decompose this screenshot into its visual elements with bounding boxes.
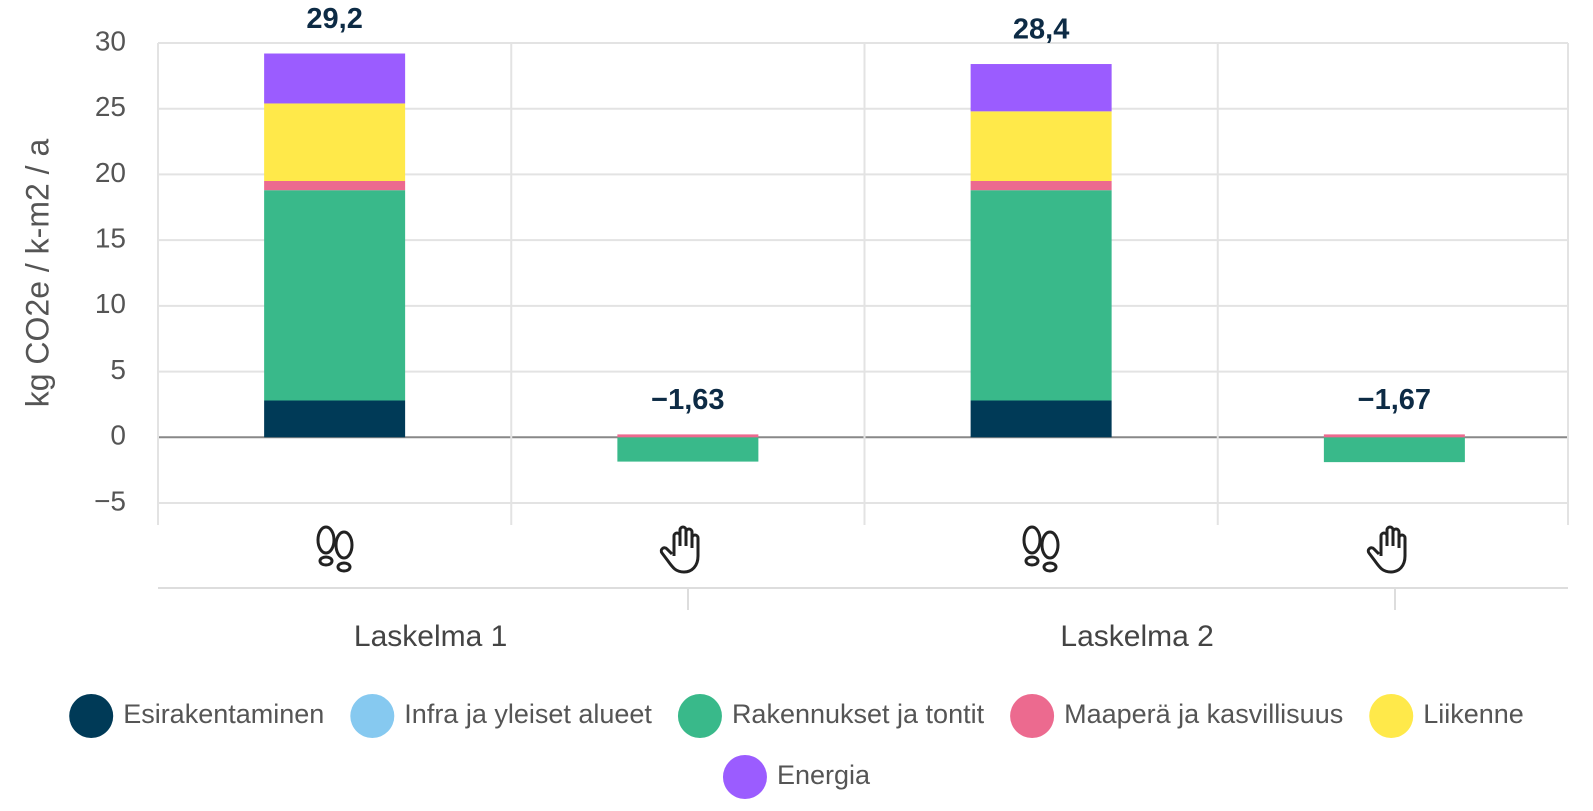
legend-label: Maaperä ja kasvillisuus — [1064, 699, 1343, 729]
y-tick-label: 30 — [95, 25, 126, 56]
legend-swatch — [677, 694, 722, 738]
group-label: Laskelma 2 — [1060, 620, 1213, 653]
bar-segment — [264, 190, 406, 401]
bar-segment — [264, 103, 406, 181]
legend-label: Energia — [777, 760, 871, 790]
bar-segment — [264, 53, 406, 104]
y-tick-label: 20 — [95, 157, 126, 188]
bar-segment — [617, 434, 759, 438]
total-label: −1,67 — [1358, 384, 1431, 416]
legend-swatch — [722, 755, 767, 799]
bar-segment — [970, 190, 1112, 401]
bar-segment — [970, 64, 1112, 112]
legend-label: Rakennukset ja tontit — [732, 699, 985, 729]
hand-icon — [659, 525, 700, 574]
y-tick-label: 5 — [110, 354, 126, 385]
total-label: 28,4 — [1013, 14, 1069, 46]
total-label: 29,2 — [306, 3, 362, 35]
bar-segment — [970, 181, 1112, 191]
legend-swatch — [350, 694, 395, 738]
y-axis-label: kg CO2e / k-m2 / a — [19, 139, 55, 408]
bar-segment — [264, 400, 406, 438]
bar-segment — [1323, 434, 1465, 438]
y-tick-label: 10 — [95, 288, 126, 319]
y-tick-label: −5 — [94, 485, 126, 516]
legend-swatch — [1369, 694, 1414, 738]
legend-label: Infra ja yleiset alueet — [404, 699, 652, 729]
y-tick-label: 0 — [110, 420, 126, 451]
bar-segment — [264, 181, 406, 191]
category-icons — [316, 525, 1407, 574]
footprint-icon — [1022, 525, 1060, 573]
footprint-icon — [316, 525, 354, 573]
y-tick-label: 25 — [95, 91, 126, 122]
y-tick-label: 15 — [95, 223, 126, 254]
bar-segment — [970, 111, 1112, 181]
bar-segment — [1323, 437, 1465, 463]
total-label: −1,63 — [651, 384, 724, 416]
bar-segment — [970, 400, 1112, 438]
legend-label: Liikenne — [1423, 699, 1524, 729]
bar-segment — [617, 437, 759, 462]
legend-swatch — [69, 694, 114, 738]
group-label: Laskelma 1 — [354, 620, 507, 653]
hand-icon — [1366, 525, 1407, 574]
legend-label: Esirakentaminen — [123, 699, 324, 729]
legend-swatch — [1010, 694, 1055, 738]
